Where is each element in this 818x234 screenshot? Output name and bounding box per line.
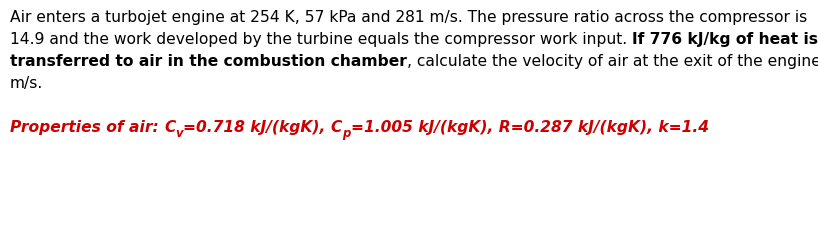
Text: =0.718 kJ/(kgK),: =0.718 kJ/(kgK), xyxy=(183,120,330,135)
Text: transferred to air in the combustion chamber: transferred to air in the combustion cha… xyxy=(10,54,407,69)
Text: If 776 kJ/kg of heat is: If 776 kJ/kg of heat is xyxy=(632,32,818,47)
Text: 14.9 and the work developed by the turbine equals the compressor work input.: 14.9 and the work developed by the turbi… xyxy=(10,32,632,47)
Text: m/s.: m/s. xyxy=(10,76,43,91)
Text: Air enters a turbojet engine at 254 K, 57 kPa and 281 m/s. The pressure ratio ac: Air enters a turbojet engine at 254 K, 5… xyxy=(10,10,807,25)
Text: =1.005 kJ/(kgK), R=0.287 kJ/(kgK), k=1.4: =1.005 kJ/(kgK), R=0.287 kJ/(kgK), k=1.4 xyxy=(351,120,708,135)
Text: C: C xyxy=(330,120,342,135)
Text: Properties of air:: Properties of air: xyxy=(10,120,164,135)
Text: v: v xyxy=(176,127,183,140)
Text: , calculate the velocity of air at the exit of the engine, in: , calculate the velocity of air at the e… xyxy=(407,54,818,69)
Text: p: p xyxy=(342,127,351,140)
Text: C: C xyxy=(164,120,176,135)
